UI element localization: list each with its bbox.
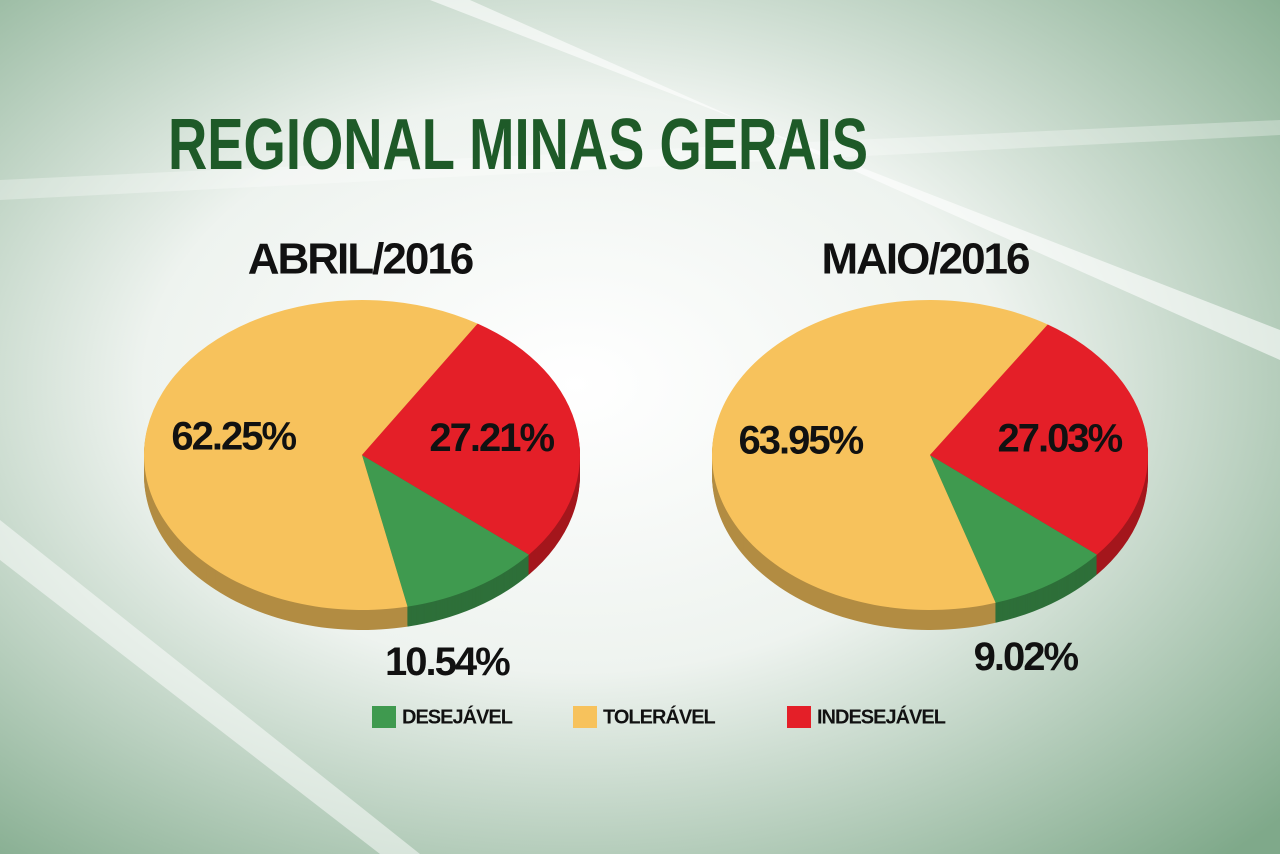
pie-title: MAIO/2016 bbox=[822, 235, 1030, 284]
value-label: 63.95% bbox=[739, 418, 864, 462]
legend-label: DESEJÁVEL bbox=[402, 705, 513, 728]
pie-slice bbox=[930, 455, 1097, 603]
pie-slice bbox=[143, 299, 478, 610]
legend-label: TOLERÁVEL bbox=[603, 705, 716, 728]
legend-swatch bbox=[787, 706, 811, 728]
legend-swatch bbox=[372, 706, 396, 728]
pie-title: ABRIL/2016 bbox=[248, 235, 473, 284]
legend-label: INDESEJÁVEL bbox=[817, 705, 946, 728]
streak bbox=[0, 120, 1280, 200]
value-label: 10.54% bbox=[385, 640, 510, 684]
value-label: 27.21% bbox=[429, 416, 554, 460]
pie-slice bbox=[712, 299, 1048, 610]
pie-slice bbox=[930, 324, 1148, 555]
value-label: 27.03% bbox=[997, 417, 1122, 461]
value-label: 62.25% bbox=[171, 414, 296, 458]
pie-slice bbox=[362, 323, 580, 555]
streak bbox=[0, 520, 420, 854]
page-title: REGIONAL MINAS GERAIS bbox=[168, 105, 868, 185]
value-label: 9.02% bbox=[974, 635, 1079, 679]
legend-swatch bbox=[573, 706, 597, 728]
pie-slice bbox=[362, 455, 529, 607]
